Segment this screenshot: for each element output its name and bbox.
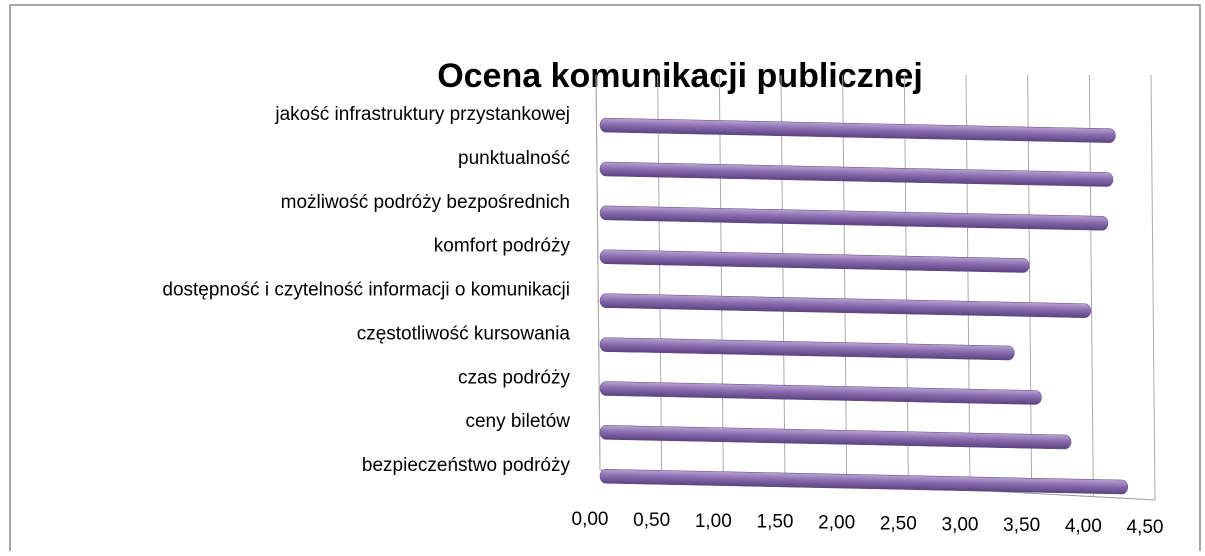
chart-title: Ocena komunikacji publicznej bbox=[437, 57, 923, 95]
bar bbox=[599, 161, 1114, 187]
x-tick-label: 3,00 bbox=[942, 514, 979, 535]
x-tick-label: 1,00 bbox=[695, 511, 732, 532]
grid-line bbox=[842, 74, 848, 484]
x-tick-label: 2,00 bbox=[818, 513, 855, 534]
grid-line bbox=[1150, 74, 1156, 501]
y-tick-label: czas podróży bbox=[458, 367, 570, 388]
bar bbox=[599, 468, 1129, 495]
x-tick-label: 4,00 bbox=[1065, 516, 1102, 537]
grid-line bbox=[1088, 74, 1094, 497]
x-tick-label: 3,50 bbox=[1003, 515, 1040, 536]
grid-line bbox=[718, 74, 724, 477]
y-tick-label: bezpieczeństwo podróży bbox=[362, 455, 571, 476]
grid-line bbox=[965, 74, 971, 491]
x-tick-label: 2,50 bbox=[880, 513, 917, 534]
y-tick-label: częstotliwość kursowania bbox=[357, 323, 571, 344]
grid-line bbox=[657, 74, 663, 474]
grid-line bbox=[595, 74, 601, 471]
bar bbox=[599, 337, 1015, 361]
grid-line bbox=[903, 74, 909, 487]
bar bbox=[599, 381, 1042, 405]
y-tick-label: możliwość podróży bezpośrednich bbox=[281, 192, 570, 213]
bar bbox=[599, 293, 1092, 318]
bar bbox=[599, 205, 1109, 231]
x-tick-label: 0,50 bbox=[633, 510, 670, 531]
x-tick-label: 4,50 bbox=[1127, 517, 1164, 538]
grid-line bbox=[1027, 74, 1033, 494]
y-tick-label: punktualność bbox=[458, 148, 570, 169]
y-tick-label: ceny biletów bbox=[465, 411, 570, 432]
bar bbox=[599, 117, 1116, 143]
y-tick-label: komfort podróży bbox=[434, 236, 571, 257]
y-tick-label: jakość infrastruktury przystankowej bbox=[274, 104, 570, 125]
grid-line bbox=[780, 74, 786, 481]
chart-frame bbox=[9, 4, 1201, 556]
x-tick-label: 0,00 bbox=[572, 509, 609, 530]
bar bbox=[599, 249, 1030, 273]
bar bbox=[599, 425, 1072, 450]
x-tick-label: 1,50 bbox=[757, 512, 794, 533]
y-tick-label: dostępność i czytelność informacji o kom… bbox=[162, 280, 570, 301]
